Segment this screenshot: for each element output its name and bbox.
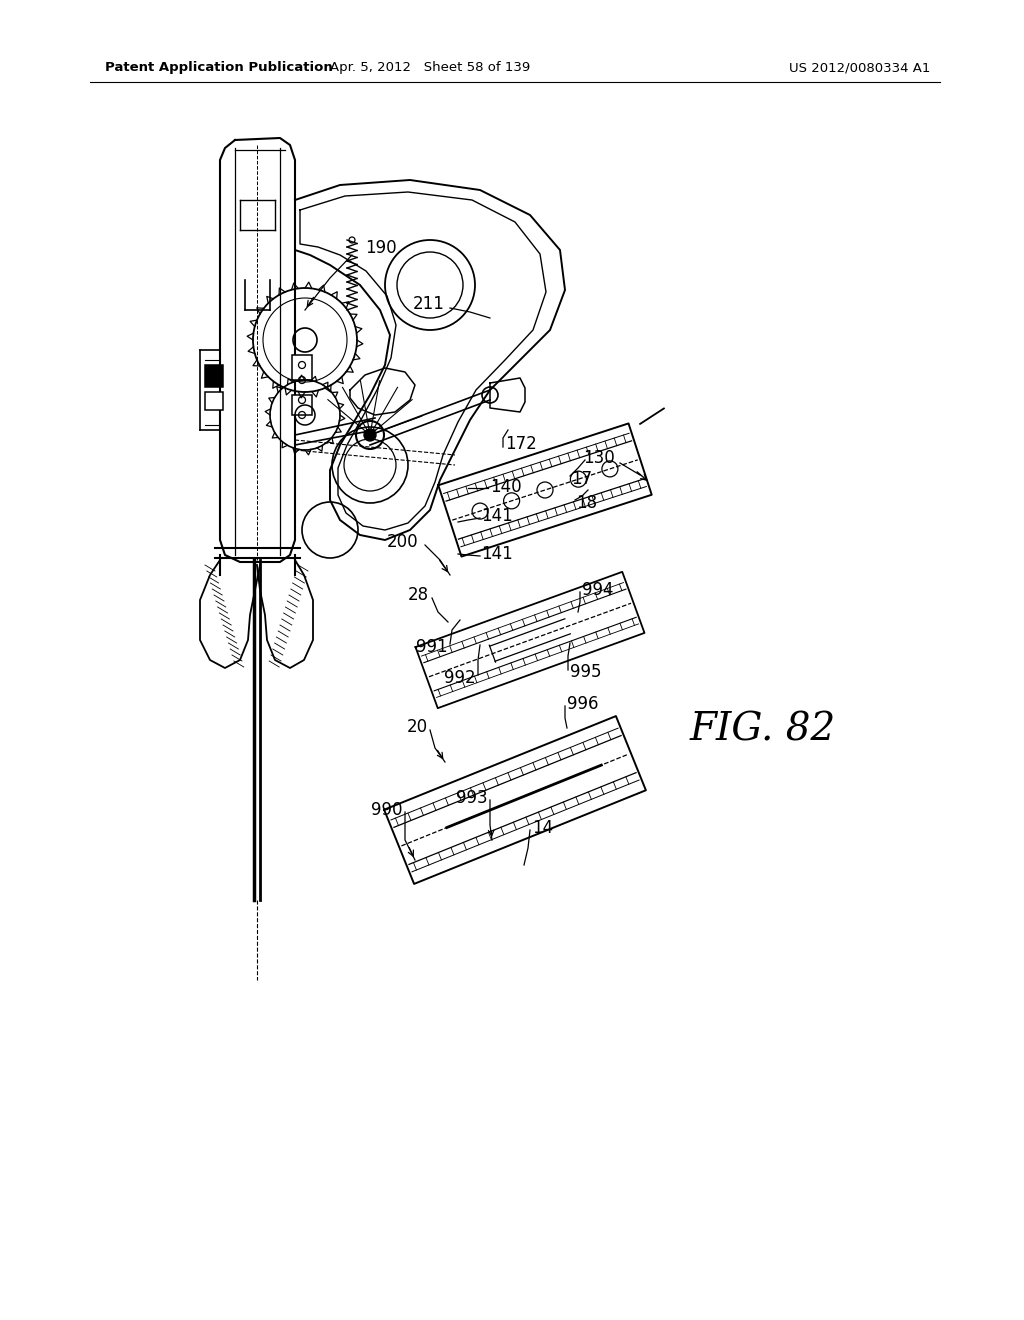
- Text: 994: 994: [582, 581, 613, 599]
- FancyBboxPatch shape: [205, 366, 223, 387]
- FancyBboxPatch shape: [292, 355, 312, 380]
- Text: 991: 991: [417, 638, 449, 656]
- Text: 211: 211: [413, 294, 445, 313]
- Text: 200: 200: [386, 533, 418, 550]
- Text: 17: 17: [571, 470, 592, 488]
- Text: 20: 20: [407, 718, 428, 737]
- Text: FIG. 82: FIG. 82: [690, 711, 837, 748]
- Text: 141: 141: [481, 545, 513, 564]
- Text: 18: 18: [575, 494, 597, 512]
- Text: 190: 190: [365, 239, 396, 257]
- Text: 140: 140: [490, 478, 521, 496]
- Text: 996: 996: [567, 696, 598, 713]
- FancyBboxPatch shape: [205, 392, 223, 411]
- Text: Apr. 5, 2012   Sheet 58 of 139: Apr. 5, 2012 Sheet 58 of 139: [330, 62, 530, 74]
- Text: US 2012/0080334 A1: US 2012/0080334 A1: [788, 62, 930, 74]
- Text: 14: 14: [532, 818, 553, 837]
- Text: 995: 995: [570, 663, 601, 681]
- Text: 990: 990: [372, 801, 403, 818]
- Text: 130: 130: [584, 449, 615, 467]
- Circle shape: [364, 429, 376, 441]
- Text: 172: 172: [505, 436, 537, 453]
- Text: 28: 28: [408, 586, 429, 605]
- Text: 992: 992: [444, 669, 476, 686]
- Text: Patent Application Publication: Patent Application Publication: [105, 62, 333, 74]
- Text: 993: 993: [457, 789, 488, 807]
- FancyBboxPatch shape: [292, 395, 312, 414]
- Text: 141: 141: [481, 507, 513, 525]
